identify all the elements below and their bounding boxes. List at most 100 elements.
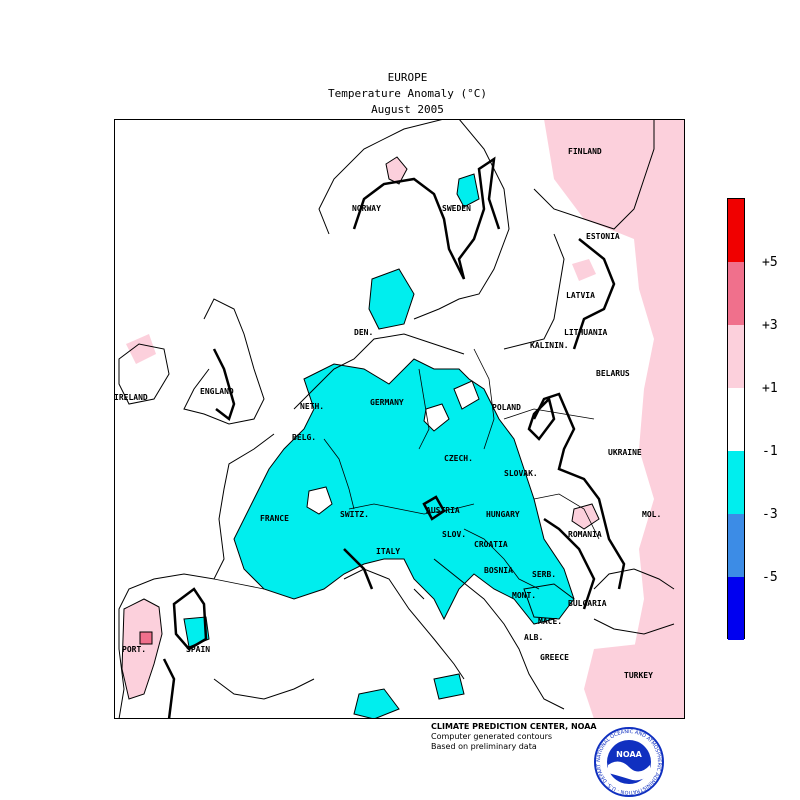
label-poland: POLAND: [492, 403, 521, 412]
anomaly-pink-east: [544, 119, 685, 719]
border-balkans: [463, 528, 540, 590]
anomaly-cyan-central: [233, 358, 575, 625]
label-portugal: PORT.: [122, 645, 146, 654]
anomaly-cyan-balkans: [523, 583, 575, 620]
anomaly-white-hole-france: [306, 486, 333, 515]
label-latvia: LATVIA: [566, 291, 595, 300]
coastlines: [118, 119, 675, 719]
border-poland-east: [473, 348, 495, 450]
coast-uk: [183, 298, 265, 425]
legend-swatch-minus1-plus1: [728, 388, 744, 451]
coast-ireland: [118, 343, 170, 405]
credit-center: CLIMATE PREDICTION CENTER, NOAA: [431, 722, 597, 731]
noaa-logo: NATIONAL OCEANIC AND ATMOSPHERIC ADMINIS…: [594, 727, 664, 797]
label-denmark: DEN.: [354, 328, 373, 337]
label-slovenia: SLOV.: [442, 530, 466, 539]
contour-spain: [172, 587, 208, 651]
label-spain: SPAIN: [186, 645, 210, 654]
legend-tick-minus1: -1: [762, 444, 778, 459]
borders: [213, 348, 600, 590]
anomaly-white-hole-poland: [453, 380, 480, 410]
coast-baltic-states: [503, 233, 565, 350]
border-alps: [348, 503, 475, 515]
label-romania: ROMANIA: [568, 530, 602, 539]
map-frame: [114, 119, 685, 719]
contour-baltic: [572, 238, 616, 350]
coast-mediterranean-south: [213, 678, 315, 700]
anomaly-pink-norway: [385, 156, 408, 185]
label-netherlands: NETH.: [300, 402, 324, 411]
label-italy: ITALY: [376, 547, 400, 556]
label-turkey: TURKEY: [624, 671, 653, 680]
legend-tick-minus3: -3: [762, 507, 778, 522]
label-hungary: HUNGARY: [486, 510, 520, 519]
legend-tick-plus5: +5: [762, 255, 778, 270]
label-sweden: SWEDEN: [442, 204, 471, 213]
contour-poland: [527, 396, 556, 441]
label-bosnia: BOSNIA: [484, 566, 513, 575]
anomaly-white-hole-germany: [423, 403, 450, 432]
label-serbia: SERB.: [532, 570, 556, 579]
credit-method: Computer generated contours: [431, 732, 553, 741]
legend-tick-plus1: +1: [762, 381, 778, 396]
credit-basis: Based on preliminary data: [431, 742, 537, 751]
border-germany-poland: [418, 368, 430, 450]
coast-italy: [343, 568, 465, 680]
label-france: FRANCE: [260, 514, 289, 523]
map-variable-title: Temperature Anomaly (°C): [328, 87, 487, 100]
legend-swatch-minus5-minus3: [728, 514, 744, 577]
label-austria: AUSTRIA: [426, 506, 460, 515]
coast-north-sea: [293, 333, 465, 410]
color-scale-legend: [727, 198, 745, 640]
anomaly-pink-turkey: [584, 639, 685, 719]
contour-lines: [162, 156, 626, 719]
label-lithuania: LITHUANIA: [564, 328, 608, 337]
label-finland: FINLAND: [568, 147, 602, 156]
coast-adriatic-greece: [433, 558, 565, 710]
legend-swatch-minus3-minus1: [728, 451, 744, 514]
label-ukraine: UKRAINE: [608, 448, 642, 457]
legend-tick-plus3: +3: [762, 318, 778, 333]
anomaly-red-portugal: [139, 631, 153, 645]
contour-ukraine: [532, 392, 626, 590]
label-montenegro: MONT.: [512, 591, 536, 600]
label-macedonia: MACE.: [538, 617, 562, 626]
label-albania: ALB.: [524, 633, 543, 642]
label-ireland: IRELAND: [114, 393, 148, 402]
logo-noaa-text: NOAA: [616, 750, 642, 759]
label-norway: NORWAY: [352, 204, 381, 213]
country-labels: FINLAND NORWAY SWEDEN ESTONIA LATVIA LIT…: [114, 147, 661, 680]
legend-swatch-plus1-plus3: [728, 325, 744, 388]
legend-swatch-plus3-plus5: [728, 262, 744, 325]
anomaly-pink-latvia: [572, 259, 596, 281]
label-belgium: BELG.: [292, 433, 316, 442]
anomaly-cyan-sicily: [433, 673, 465, 700]
label-moldova: MOL.: [642, 510, 661, 519]
label-belarus: BELARUS: [596, 369, 630, 378]
contour-west-iberia: [162, 658, 176, 719]
contour-scandinavia: [352, 156, 501, 280]
border-ukraine-belarus: [503, 408, 595, 420]
anomaly-cyan-sweden: [456, 173, 480, 208]
label-england: ENGLAND: [200, 387, 234, 396]
anomaly-pink-portugal: [121, 598, 163, 700]
coast-scandinavia: [318, 119, 510, 320]
border-romania: [533, 493, 600, 540]
europe-temperature-anomaly-map: FINLAND NORWAY SWEDEN ESTONIA LATVIA LIT…: [114, 119, 685, 719]
anomaly-cyan-mediterranean: [353, 688, 400, 719]
label-slovakia: SLOVAK.: [504, 469, 538, 478]
anomaly-pink-ireland: [126, 334, 156, 364]
label-greece: GREECE: [540, 653, 569, 662]
coast-france-iberia: [118, 433, 275, 719]
coast-finland: [533, 119, 655, 230]
legend-swatch-below-minus5: [728, 577, 744, 640]
border-france-germany: [323, 438, 355, 510]
contour-balkans: [543, 517, 596, 610]
label-kalinin: KALININ.: [530, 341, 569, 350]
label-switzerland: SWITZ.: [340, 510, 369, 519]
map-region-title: EUROPE: [387, 71, 428, 84]
border-pyrenees: [213, 578, 265, 590]
legend-tick-minus5: -5: [762, 570, 778, 585]
coast-black-sea: [593, 568, 675, 635]
map-period-title: August 2005: [371, 103, 444, 116]
